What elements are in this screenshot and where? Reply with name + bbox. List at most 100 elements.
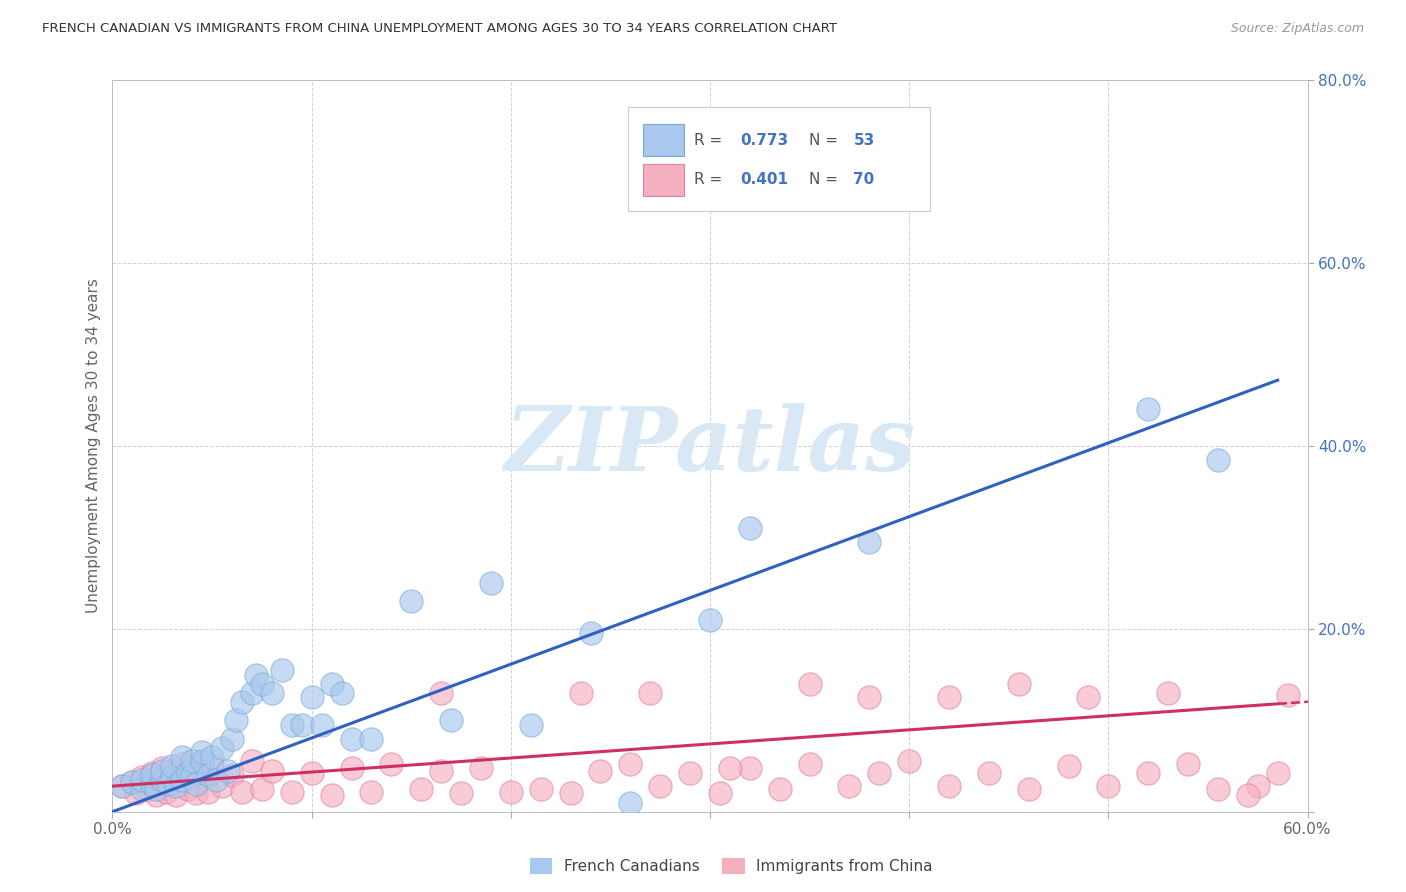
Point	[162, 759, 183, 773]
Point	[260, 686, 283, 700]
Point	[191, 755, 214, 769]
Point	[131, 770, 153, 784]
Point	[145, 789, 167, 803]
Point	[270, 663, 292, 677]
Point	[301, 766, 323, 780]
Point	[589, 764, 612, 778]
Point	[401, 594, 423, 608]
Text: Source: ZipAtlas.com: Source: ZipAtlas.com	[1230, 22, 1364, 36]
Point	[111, 779, 134, 793]
Point	[330, 686, 353, 700]
Point	[141, 777, 163, 791]
Point	[172, 772, 194, 787]
Point	[150, 772, 173, 787]
Point	[1277, 688, 1299, 702]
Point	[709, 787, 731, 801]
Point	[977, 766, 1000, 780]
Point	[172, 757, 194, 772]
Point	[479, 576, 502, 591]
Point	[172, 749, 194, 764]
Point	[440, 714, 463, 728]
Text: ZIPatlas: ZIPatlas	[505, 403, 915, 489]
Text: N =: N =	[810, 133, 844, 148]
Point	[205, 772, 228, 787]
Point	[197, 784, 219, 798]
Text: FRENCH CANADIAN VS IMMIGRANTS FROM CHINA UNEMPLOYMENT AMONG AGES 30 TO 34 YEARS : FRENCH CANADIAN VS IMMIGRANTS FROM CHINA…	[42, 22, 837, 36]
Point	[1206, 452, 1229, 467]
Point	[157, 777, 180, 791]
Point	[111, 779, 134, 793]
Point	[201, 759, 224, 773]
Point	[301, 690, 323, 705]
Point	[321, 676, 343, 690]
Point	[250, 676, 273, 690]
Point	[141, 768, 163, 782]
Point	[738, 521, 761, 535]
Point	[240, 755, 263, 769]
Point	[738, 761, 761, 775]
Point	[162, 764, 183, 778]
Point	[150, 764, 173, 778]
Point	[211, 740, 233, 755]
Point	[898, 755, 921, 769]
Point	[1137, 766, 1160, 780]
Point	[181, 755, 204, 769]
Point	[579, 626, 602, 640]
Point	[191, 745, 214, 759]
Point	[340, 731, 363, 746]
Point	[640, 686, 662, 700]
Point	[699, 613, 721, 627]
Point	[1077, 690, 1099, 705]
Point	[177, 781, 200, 796]
Point	[1157, 686, 1180, 700]
Point	[165, 789, 187, 803]
Point	[650, 779, 672, 793]
Point	[560, 787, 582, 801]
Point	[1097, 779, 1119, 793]
Point	[145, 781, 167, 796]
Point	[1008, 676, 1031, 690]
Point	[150, 761, 173, 775]
Point	[411, 781, 433, 796]
Point	[938, 779, 960, 793]
Point	[1206, 781, 1229, 796]
FancyBboxPatch shape	[627, 107, 929, 211]
Point	[177, 766, 200, 780]
Point	[321, 789, 343, 803]
Text: 70: 70	[853, 172, 875, 187]
Point	[799, 757, 821, 772]
Point	[217, 764, 239, 778]
Point	[221, 731, 243, 746]
Legend: French Canadians, Immigrants from China: French Canadians, Immigrants from China	[524, 852, 938, 880]
Point	[470, 761, 492, 775]
Point	[619, 757, 641, 772]
Point	[679, 766, 702, 780]
Point	[281, 718, 304, 732]
Point	[231, 784, 253, 798]
Point	[221, 768, 243, 782]
Point	[201, 749, 224, 764]
Point	[340, 761, 363, 775]
Point	[569, 686, 592, 700]
Text: 0.773: 0.773	[740, 133, 787, 148]
Point	[858, 535, 880, 549]
Point	[380, 757, 402, 772]
Point	[499, 784, 522, 798]
Point	[121, 775, 143, 789]
Y-axis label: Unemployment Among Ages 30 to 34 years: Unemployment Among Ages 30 to 34 years	[86, 278, 101, 614]
Point	[125, 787, 148, 801]
Point	[211, 779, 233, 793]
Point	[430, 764, 453, 778]
Point	[225, 714, 247, 728]
Point	[141, 766, 163, 780]
Point	[718, 761, 741, 775]
Point	[1177, 757, 1199, 772]
Point	[162, 770, 183, 784]
Point	[1018, 781, 1040, 796]
Text: R =: R =	[695, 172, 728, 187]
Point	[799, 676, 821, 690]
Text: 53: 53	[853, 133, 875, 148]
Point	[1057, 759, 1080, 773]
Point	[530, 781, 553, 796]
Point	[1237, 789, 1260, 803]
